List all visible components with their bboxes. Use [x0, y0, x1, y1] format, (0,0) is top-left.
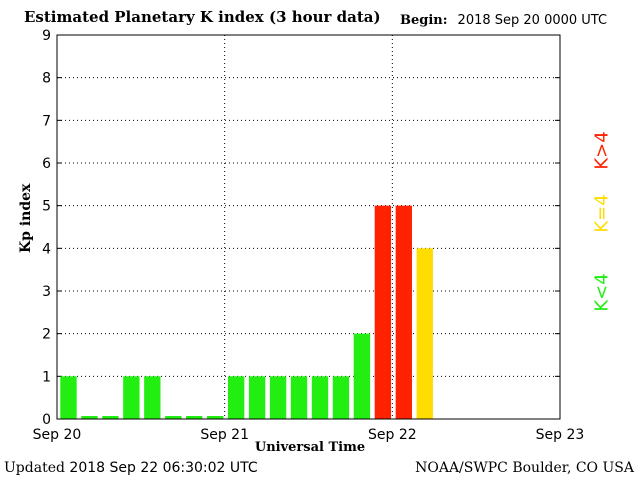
y-tick-label: 9 [42, 28, 51, 44]
legend-low: K<4 [591, 273, 613, 312]
x-axis-label: Universal Time [254, 440, 366, 455]
y-tick-label: 0 [42, 412, 51, 428]
begin-value: 2018 Sep 20 0000 UTC [457, 13, 608, 28]
kp-bar [123, 376, 140, 419]
y-tick-label: 7 [42, 113, 51, 129]
y-tick-label: 1 [42, 369, 51, 385]
x-tick-label: Sep 20 [33, 427, 82, 443]
kp-bar [207, 416, 224, 419]
y-tick-label: 4 [42, 241, 51, 257]
y-tick-label: 3 [42, 284, 51, 300]
kp-bar [374, 205, 392, 419]
chart-title: Estimated Planetary K index (3 hour data… [24, 8, 381, 26]
x-tick-label: Sep 21 [200, 427, 249, 443]
kp-bar [60, 376, 77, 419]
kp-bar [395, 205, 412, 419]
y-tick-label: 5 [42, 199, 51, 215]
updated-timestamp: Updated 2018 Sep 22 06:30:02 UTC [4, 460, 258, 476]
kp-bar [269, 376, 287, 419]
x-tick-label: Sep 22 [368, 427, 417, 443]
y-tick-label: 6 [42, 156, 51, 172]
x-tick-label: Sep 23 [536, 427, 585, 443]
kp-bar [227, 376, 245, 419]
y-axis-label: Kp index [18, 183, 34, 253]
y-tick-label: 2 [42, 327, 51, 343]
kp-bar [186, 416, 203, 419]
kp-bar [416, 248, 433, 419]
kp-bar [144, 376, 161, 419]
kp-bar [81, 416, 98, 419]
kp-bar [311, 376, 329, 419]
begin-time: Begin: 2018 Sep 20 0000 UTC [400, 13, 607, 28]
kp-bar [248, 376, 266, 419]
credit-text: NOAA/SWPC Boulder, CO USA [415, 460, 634, 476]
begin-label: Begin: [400, 13, 448, 28]
kp-bar [290, 376, 308, 419]
kp-bar [353, 333, 371, 419]
kp-bar [165, 416, 182, 419]
updated-value: 2018 Sep 22 06:30:02 UTC [69, 460, 258, 476]
kp-bar [332, 376, 350, 419]
legend-high: K>4 [591, 131, 613, 170]
kp-bar [102, 416, 119, 419]
y-tick-label: 8 [42, 71, 51, 87]
plot-frame [56, 34, 561, 420]
updated-label: Updated [4, 460, 65, 476]
